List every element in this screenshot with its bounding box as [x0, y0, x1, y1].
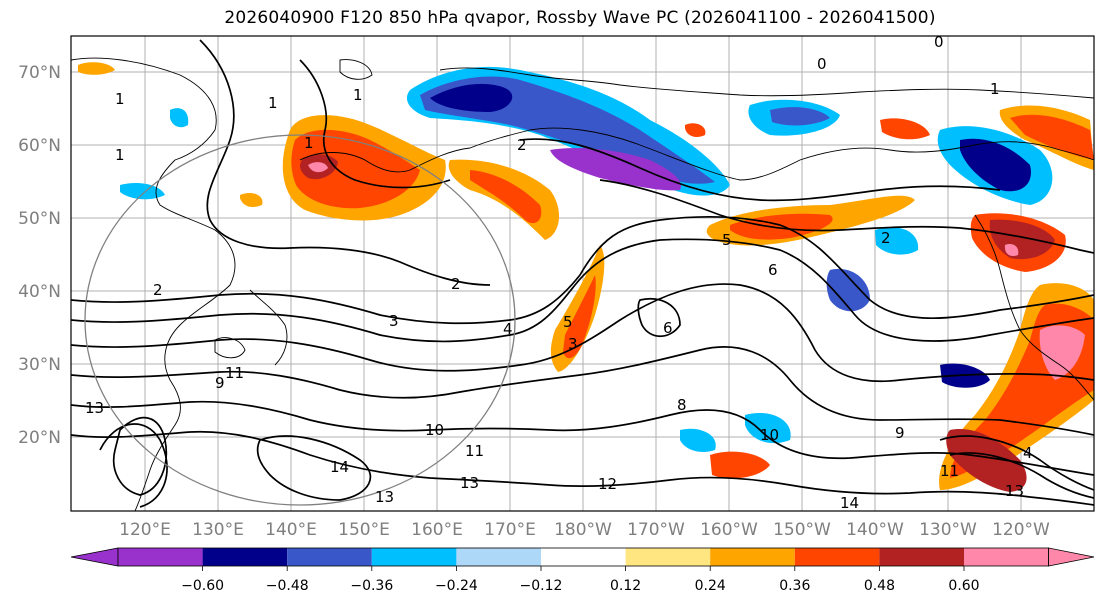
contour-label: 2	[881, 229, 891, 247]
contour-label: 14	[330, 458, 349, 476]
map-title: 2026040900 F120 850 hPa qvapor, Rossby W…	[224, 8, 936, 28]
contour-label: 1	[353, 86, 363, 104]
contour-label: 10	[760, 426, 779, 444]
contour-label: 1	[990, 80, 1000, 98]
contour-label: 13	[460, 474, 479, 492]
contour-label: 3	[389, 312, 399, 330]
colorbar-segment	[794, 548, 880, 566]
contour-label: 2	[153, 281, 163, 299]
lon-label: 140°W	[846, 520, 904, 540]
contour-label: 6	[663, 319, 673, 337]
latitude-labels: 70°N 60°N 50°N 40°N 30°N 20°N	[18, 63, 61, 448]
contour-label: 8	[677, 396, 687, 414]
colorbar-segment	[371, 548, 457, 566]
colorbar-segment	[710, 548, 795, 566]
lon-label: 160°E	[411, 520, 463, 540]
lat-label-50n: 50°N	[18, 209, 61, 229]
contour-label: 6	[768, 261, 778, 279]
colorbar-tick-label: 0.48	[864, 578, 895, 594]
lon-label: 140°E	[265, 520, 317, 540]
colorbar-segment	[1048, 547, 1095, 567]
colorbar-segment	[625, 548, 711, 566]
map-frame	[70, 35, 1095, 512]
contour-label: 9	[895, 424, 905, 442]
colorbar-segment	[456, 548, 541, 566]
lat-label-70n: 70°N	[18, 63, 61, 83]
lat-label-20n: 20°N	[18, 428, 61, 448]
colorbar-segment	[70, 547, 119, 567]
lat-label-60n: 60°N	[18, 136, 61, 156]
colorbar-tick-label: −0.48	[266, 578, 309, 594]
contour-label: 11	[940, 462, 959, 480]
contour-label: 1	[115, 146, 125, 164]
contour-label: 1	[268, 94, 278, 112]
lon-label: 160°W	[700, 520, 758, 540]
contour-label: 12	[598, 475, 617, 493]
lon-label: 150°E	[338, 520, 390, 540]
contour-label: 1	[115, 90, 125, 108]
contour-labels: 0 0 1 1 1 1 1 1 2 2 2 2 3 3 4 4 5 5 6 6 …	[85, 33, 1033, 512]
contour-label: 5	[563, 313, 573, 331]
contour-label: 0	[934, 33, 944, 51]
contour-label: 2	[517, 136, 527, 154]
qvapor-anomaly-fills	[78, 62, 1094, 492]
contour-label: 10	[425, 421, 444, 439]
contour-label: 4	[503, 320, 513, 338]
contour-label: 13	[85, 399, 104, 417]
contour-label: 1	[304, 134, 314, 152]
contour-label: 11	[465, 442, 484, 460]
map-plot-area: 0 0 1 1 1 1 1 1 2 2 2 2 3 3 4 4 5 5 6 6 …	[71, 33, 1094, 512]
colorbar-tick-label: −0.24	[435, 578, 478, 594]
qvapor-contours	[71, 39, 1094, 508]
colorbar-segment	[879, 548, 964, 566]
contour-label: 14	[840, 494, 859, 512]
contour-label: 11	[225, 364, 244, 382]
contour-label: 3	[568, 335, 578, 353]
lat-label-30n: 30°N	[18, 355, 61, 375]
lon-label: 170°E	[484, 520, 536, 540]
colorbar-segment	[287, 548, 372, 566]
contour-label: 9	[215, 374, 225, 392]
colorbar: −0.60 −0.48 −0.36 −0.24 −0.12 0.12 0.24 …	[70, 547, 1095, 594]
contour-label: 13	[1005, 482, 1024, 500]
colorbar-segment	[541, 548, 626, 566]
contour-label: 13	[375, 488, 394, 506]
lon-label: 130°W	[919, 520, 977, 540]
contour-label: 2	[451, 275, 461, 293]
colorbar-segment	[118, 548, 203, 566]
longitude-labels: 120°E 130°E 140°E 150°E 160°E 170°E 180°…	[119, 520, 1050, 540]
lon-label: 170°W	[627, 520, 685, 540]
colorbar-tick-label: 0.12	[610, 578, 641, 594]
colorbar-segment	[964, 548, 1049, 566]
lon-label: 120°E	[119, 520, 171, 540]
lon-label: 120°W	[992, 520, 1050, 540]
contour-label: 0	[817, 55, 827, 73]
colorbar-tick-label: −0.12	[520, 578, 563, 594]
lon-label: 150°W	[773, 520, 831, 540]
colorbar-tick-label: −0.36	[350, 578, 393, 594]
colorbar-tick-label: 0.24	[695, 578, 726, 594]
rossby-wave-region-ellipse	[84, 134, 516, 506]
lon-label: 130°E	[192, 520, 244, 540]
colorbar-segment	[202, 548, 288, 566]
contour-label: 5	[722, 231, 732, 249]
colorbar-tick-label: 0.60	[948, 578, 979, 594]
colorbar-tick-label: −0.60	[181, 578, 224, 594]
lon-label: 180°W	[554, 520, 612, 540]
colorbar-tick-label: 0.36	[779, 578, 810, 594]
contour-label: 4	[1023, 444, 1033, 462]
lat-label-40n: 40°N	[18, 282, 61, 302]
